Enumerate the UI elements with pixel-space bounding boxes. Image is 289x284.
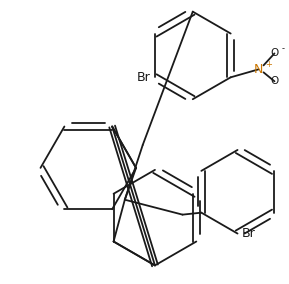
Text: N: N xyxy=(254,63,263,76)
Text: Br: Br xyxy=(137,71,151,84)
Text: +: + xyxy=(266,60,273,69)
Text: O: O xyxy=(270,76,279,86)
Text: O: O xyxy=(270,49,279,59)
Text: Br: Br xyxy=(242,227,255,240)
Text: -: - xyxy=(281,44,284,53)
